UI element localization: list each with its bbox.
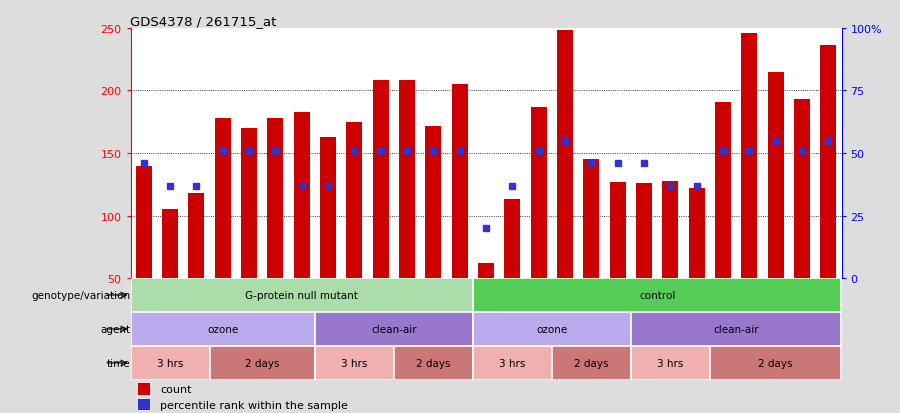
Bar (504, 200, 520, 278)
Bar (130, 312, 315, 346)
Text: 2 days: 2 days (574, 358, 608, 368)
Bar (426, 126, 441, 278)
Bar (662, 181, 679, 278)
Bar (583, 160, 599, 278)
Text: 2 days: 2 days (416, 358, 451, 368)
Bar (267, 119, 284, 278)
Text: agent: agent (101, 324, 130, 334)
Text: G-protein null mutant: G-protein null mutant (245, 290, 358, 300)
Bar (478, 263, 494, 278)
Bar (315, 346, 394, 380)
Bar (138, 399, 150, 411)
Bar (399, 81, 415, 278)
Bar (215, 119, 230, 278)
Bar (346, 122, 362, 278)
Bar (636, 183, 652, 278)
Bar (552, 346, 631, 380)
Text: control: control (639, 290, 675, 300)
Bar (188, 194, 204, 278)
Text: ozone: ozone (536, 324, 568, 334)
Bar (315, 312, 472, 346)
Text: percentile rank within the sample: percentile rank within the sample (160, 400, 348, 410)
Text: 2 days: 2 days (759, 358, 793, 368)
Bar (472, 278, 842, 312)
Bar (293, 112, 310, 278)
Bar (394, 346, 472, 380)
Bar (610, 182, 626, 278)
Bar (241, 129, 256, 278)
Bar (631, 346, 710, 380)
Bar (742, 34, 757, 278)
Bar (130, 346, 210, 380)
Bar (452, 85, 468, 278)
Bar (472, 346, 552, 380)
Bar (130, 278, 472, 312)
Bar (136, 166, 151, 278)
Text: GDS4378 / 261715_at: GDS4378 / 261715_at (130, 15, 277, 28)
Bar (631, 312, 842, 346)
Text: 3 hrs: 3 hrs (657, 358, 683, 368)
Bar (373, 81, 389, 278)
Bar (531, 107, 546, 278)
Bar (472, 312, 631, 346)
Text: count: count (160, 384, 192, 394)
Bar (768, 73, 784, 278)
Text: 2 days: 2 days (245, 358, 279, 368)
Text: genotype/variation: genotype/variation (32, 290, 130, 300)
Bar (794, 100, 810, 278)
Bar (138, 383, 150, 395)
Bar (320, 138, 336, 278)
Bar (716, 102, 731, 278)
Bar (821, 46, 836, 278)
Bar (162, 210, 178, 278)
Text: 3 hrs: 3 hrs (157, 358, 184, 368)
Text: ozone: ozone (207, 324, 238, 334)
Text: 3 hrs: 3 hrs (341, 358, 367, 368)
Text: time: time (107, 358, 130, 368)
Text: 3 hrs: 3 hrs (500, 358, 526, 368)
Text: clean-air: clean-air (371, 324, 417, 334)
Bar (557, 31, 573, 278)
Bar (688, 189, 705, 278)
Text: clean-air: clean-air (714, 324, 759, 334)
Bar (710, 346, 842, 380)
Bar (210, 346, 315, 380)
